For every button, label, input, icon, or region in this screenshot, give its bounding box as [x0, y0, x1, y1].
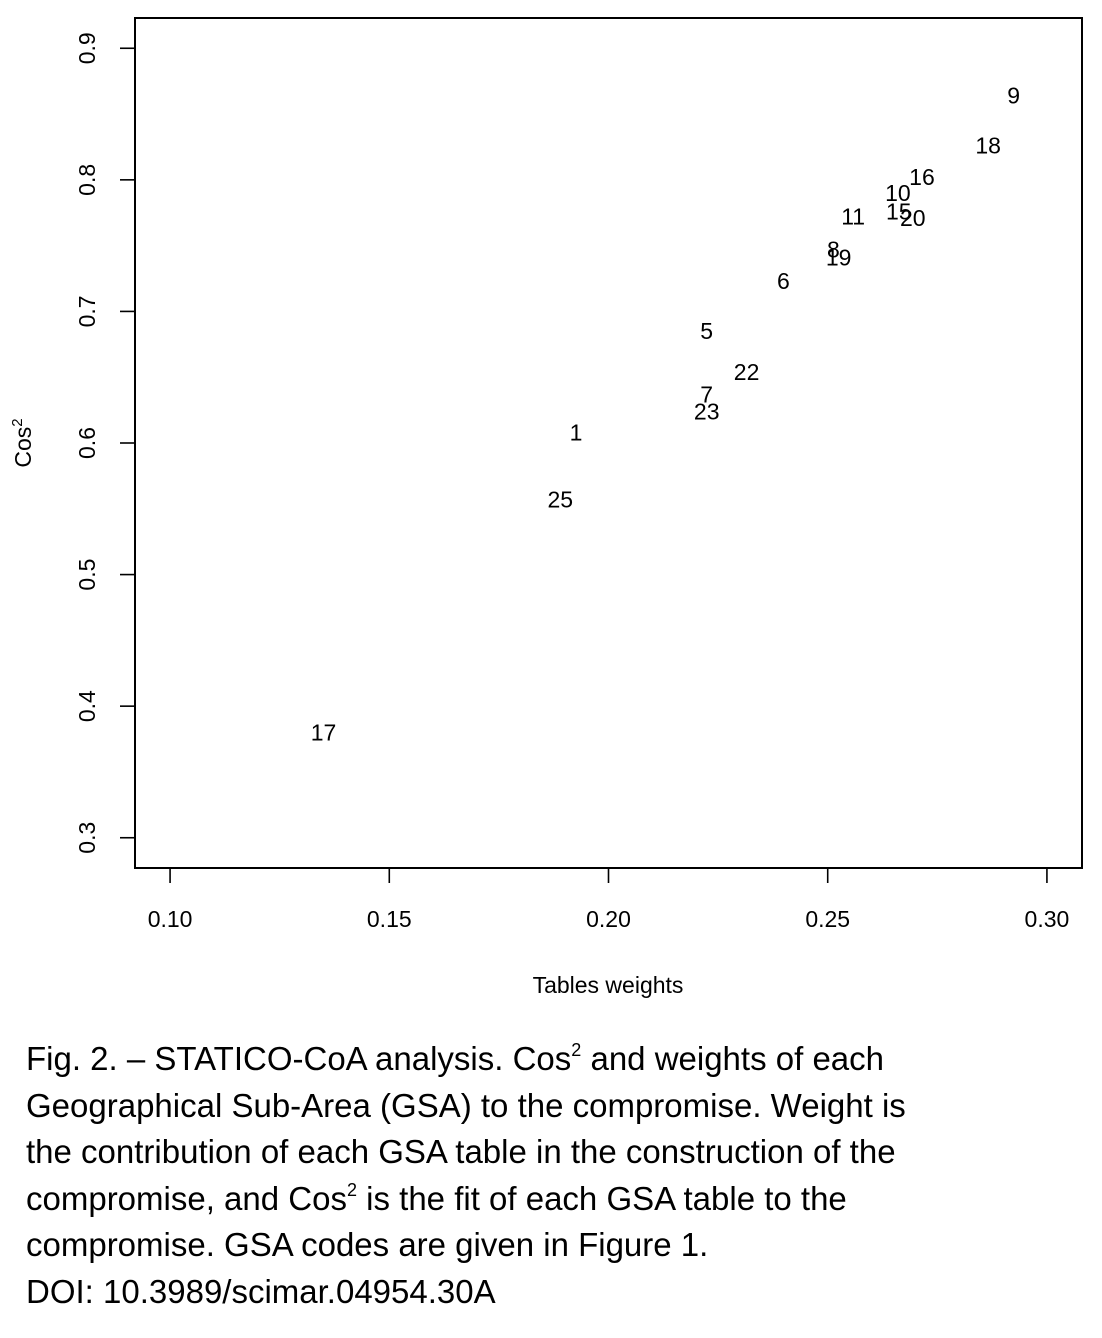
caption-text: is the fit of each GSA table to the [356, 1179, 847, 1217]
point-label-8: 8 [827, 237, 840, 263]
point-label-5: 5 [700, 318, 713, 344]
point-label-25: 25 [547, 487, 573, 513]
point-label-20: 20 [900, 205, 926, 231]
point-label-11: 11 [841, 204, 865, 230]
y-axis-label-text: Cos [10, 427, 36, 468]
y-axis: 0.3 0.4 0.5 0.6 0.7 0.8 0.9 [74, 32, 136, 854]
y-axis-label: Cos2 [9, 418, 36, 467]
y-tick-label: 0.3 [74, 822, 100, 854]
caption-line-2: Geographical Sub-Area (GSA) to the compr… [26, 1086, 906, 1124]
y-axis-label-superscript: 2 [9, 418, 26, 426]
y-tick-label: 0.4 [74, 690, 100, 722]
figure-caption: Fig. 2. – STATICO-CoA analysis. Cos2 and… [26, 1036, 1086, 1315]
point-label-22: 22 [734, 359, 760, 385]
point-label-1: 1 [570, 419, 583, 445]
point-label-10: 10 [885, 180, 911, 206]
x-tick-label: 0.25 [805, 906, 850, 932]
x-tick-label: 0.30 [1025, 906, 1070, 932]
caption-text: and weights of each [581, 1040, 885, 1077]
x-axis-label: Tables weights [533, 972, 684, 998]
caption-doi: DOI: 10.3989/scimar.04954.30A [26, 1272, 496, 1310]
y-tick-label: 0.6 [74, 427, 100, 459]
x-tick-label: 0.15 [367, 906, 412, 932]
x-tick-label: 0.10 [148, 906, 193, 932]
caption-line-3: the contribution of each GSA table in th… [26, 1133, 896, 1170]
caption-text: compromise, and Cos [26, 1179, 347, 1217]
caption-text: Fig. 2. – STATICO-CoA analysis. Cos [26, 1040, 572, 1077]
caption-line-1: Fig. 2. – STATICO-CoA analysis. Cos2 and… [26, 1036, 1086, 1083]
y-tick-label: 0.9 [74, 32, 100, 64]
point-label-16: 16 [909, 164, 935, 190]
plot-frame [134, 17, 1083, 869]
point-label-17: 17 [311, 719, 337, 745]
scatter-chart: 0.10 0.15 0.20 0.25 0.30 0.30.40.50.60.70.80… [9, 17, 1083, 998]
y-tick-label: 0.5 [74, 559, 100, 591]
y-tick-label: 0.8 [74, 164, 100, 196]
point-label-9: 9 [1007, 83, 1020, 109]
point-label-18: 18 [975, 133, 1001, 159]
caption-superscript: 2 [571, 1040, 582, 1060]
x-tick-label: 0.20 [586, 906, 631, 932]
point-label-23: 23 [694, 398, 720, 424]
y-tick-label: 0.7 [74, 295, 100, 327]
point-label-7: 7 [700, 381, 713, 407]
point-label-19: 19 [826, 244, 852, 270]
caption-superscript: 2 [346, 1179, 357, 1200]
x-axis: 0.10 0.15 0.20 0.25 0.30 [148, 867, 1070, 932]
caption-line-5: compromise. GSA codes are given in Figur… [26, 1226, 709, 1263]
point-label-15: 15 [886, 198, 912, 224]
caption-line-4: compromise, and Cos2 is the fit of each … [26, 1176, 1086, 1223]
point-label-6: 6 [777, 268, 790, 294]
